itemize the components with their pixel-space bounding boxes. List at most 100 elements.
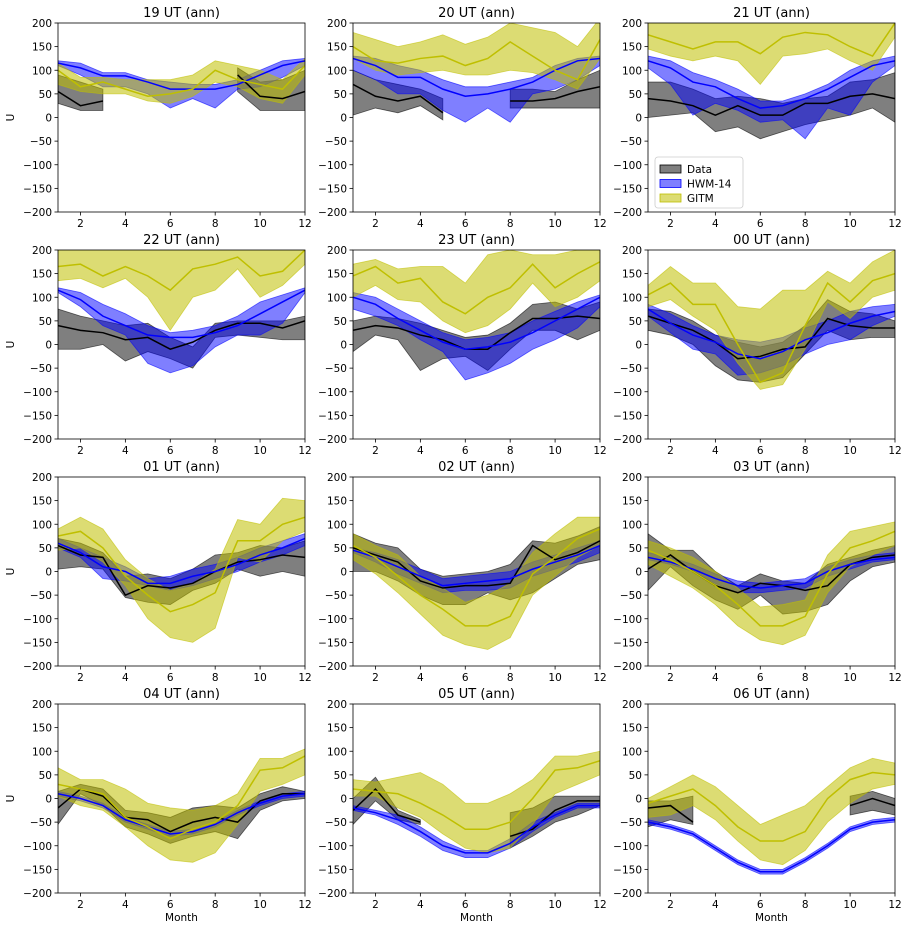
y-axis-label: U <box>5 114 17 122</box>
ytick-label: 150 <box>327 269 347 281</box>
ytick-label: −150 <box>23 637 52 649</box>
ytick-label: −150 <box>613 864 642 876</box>
xtick-label: 2 <box>77 899 84 911</box>
ytick-label: 150 <box>327 723 347 735</box>
plot-area <box>58 23 305 212</box>
band-data-1 <box>849 790 895 816</box>
x-axis-label: Month <box>460 912 493 924</box>
xtick-label: 6 <box>757 672 764 684</box>
ytick-label: −50 <box>620 136 642 148</box>
line-gitm-2 <box>353 528 600 627</box>
line-hwm-14-2 <box>353 57 600 97</box>
band-gitm-2 <box>648 521 895 646</box>
panel-title: 23 UT (ann) <box>438 233 515 248</box>
y-axis-label: U <box>5 341 17 349</box>
xtick-label: 12 <box>888 218 901 230</box>
ytick-label: 100 <box>622 746 642 758</box>
line-data-0 <box>58 320 305 351</box>
line-data-0 <box>353 787 421 823</box>
line-gitm-2 <box>58 516 305 613</box>
ytick-label: −100 <box>318 841 347 853</box>
ytick-label: 100 <box>32 65 52 77</box>
ytick-label: 0 <box>45 794 52 806</box>
xtick-label: 2 <box>77 218 84 230</box>
plot-series <box>58 497 305 643</box>
line-data-0 <box>58 90 104 107</box>
xtick-label: 10 <box>548 899 561 911</box>
xtick-label: 8 <box>802 672 809 684</box>
xtick-label: 12 <box>888 445 901 457</box>
ytick-label: 50 <box>334 89 347 101</box>
ytick-label: 50 <box>629 89 642 101</box>
legend-label: GITM <box>687 193 714 205</box>
ytick-label: 100 <box>327 292 347 304</box>
ytick-label: −100 <box>613 387 642 399</box>
xtick-label: 2 <box>667 218 674 230</box>
ytick-label: 0 <box>45 340 52 352</box>
xtick-label: 6 <box>462 672 469 684</box>
x-axis-label: Month <box>165 912 198 924</box>
ytick-label: 150 <box>622 496 642 508</box>
xtick-label: 10 <box>548 218 561 230</box>
ytick-label: 50 <box>39 89 52 101</box>
line-hwm-14-1 <box>353 544 600 587</box>
xtick-label: 8 <box>802 218 809 230</box>
ytick-label: 0 <box>45 567 52 579</box>
ytick-label: −200 <box>613 434 642 446</box>
xtick-label: 6 <box>757 218 764 230</box>
ytick-label: 50 <box>334 770 347 782</box>
panel-title: 06 UT (ann) <box>733 687 810 702</box>
ytick-label: −100 <box>23 614 52 626</box>
ytick-label: −150 <box>23 864 52 876</box>
ytick-label: 200 <box>327 699 347 711</box>
ytick-label: −100 <box>613 841 642 853</box>
xtick-label: 4 <box>122 218 129 230</box>
ytick-label: −150 <box>613 410 642 422</box>
line-data-0 <box>353 540 600 589</box>
ytick-label: 0 <box>45 113 52 125</box>
xtick-label: 2 <box>77 445 84 457</box>
xtick-label: 4 <box>712 899 719 911</box>
xtick-label: 8 <box>212 218 219 230</box>
band-hwm-14-2 <box>353 802 600 858</box>
xtick-label: 12 <box>298 445 311 457</box>
legend: Data HWM-14 GITM <box>654 156 744 209</box>
ytick-label: −150 <box>318 637 347 649</box>
ytick-label: 0 <box>635 794 642 806</box>
xtick-label: 2 <box>372 672 379 684</box>
ytick-label: 100 <box>622 292 642 304</box>
line-hwm-14-1 <box>58 537 305 585</box>
ytick-label: 0 <box>340 340 347 352</box>
ytick-label: 100 <box>327 65 347 77</box>
xtick-label: 6 <box>462 899 469 911</box>
ytick-label: −150 <box>613 637 642 649</box>
xtick-label: 10 <box>548 672 561 684</box>
xtick-label: 10 <box>253 899 266 911</box>
ytick-label: −100 <box>613 160 642 172</box>
plot-series <box>353 750 600 858</box>
ytick-label: −200 <box>23 207 52 219</box>
xtick-label: 4 <box>122 445 129 457</box>
line-gitm-2 <box>353 261 600 315</box>
y-axis-label: U <box>5 795 17 803</box>
ytick-label: 200 <box>32 245 52 257</box>
xtick-label: 2 <box>372 445 379 457</box>
panel-1: −200 −150 −100 −50 0 50 100 150 200 2 4 6 8 10 12 20 UT… <box>318 6 607 230</box>
panel-title: 21 UT (ann) <box>733 6 810 21</box>
ytick-label: −100 <box>318 387 347 399</box>
ytick-label: 200 <box>32 18 52 30</box>
ytick-label: 150 <box>622 42 642 54</box>
xtick-label: 10 <box>253 218 266 230</box>
panel-title: 05 UT (ann) <box>438 687 515 702</box>
xtick-label: 4 <box>712 672 719 684</box>
panel-6: −200 −150 −100 −50 0 50 100 150 200 2 4 6 8 10 12 01 UT… <box>5 460 312 684</box>
ytick-label: 100 <box>327 746 347 758</box>
xtick-label: 2 <box>667 445 674 457</box>
ytick-label: −50 <box>325 136 347 148</box>
ytick-label: 100 <box>327 519 347 531</box>
ytick-label: 50 <box>629 316 642 328</box>
ytick-label: −100 <box>318 160 347 172</box>
ytick-label: 0 <box>635 567 642 579</box>
ytick-label: −50 <box>30 817 52 829</box>
